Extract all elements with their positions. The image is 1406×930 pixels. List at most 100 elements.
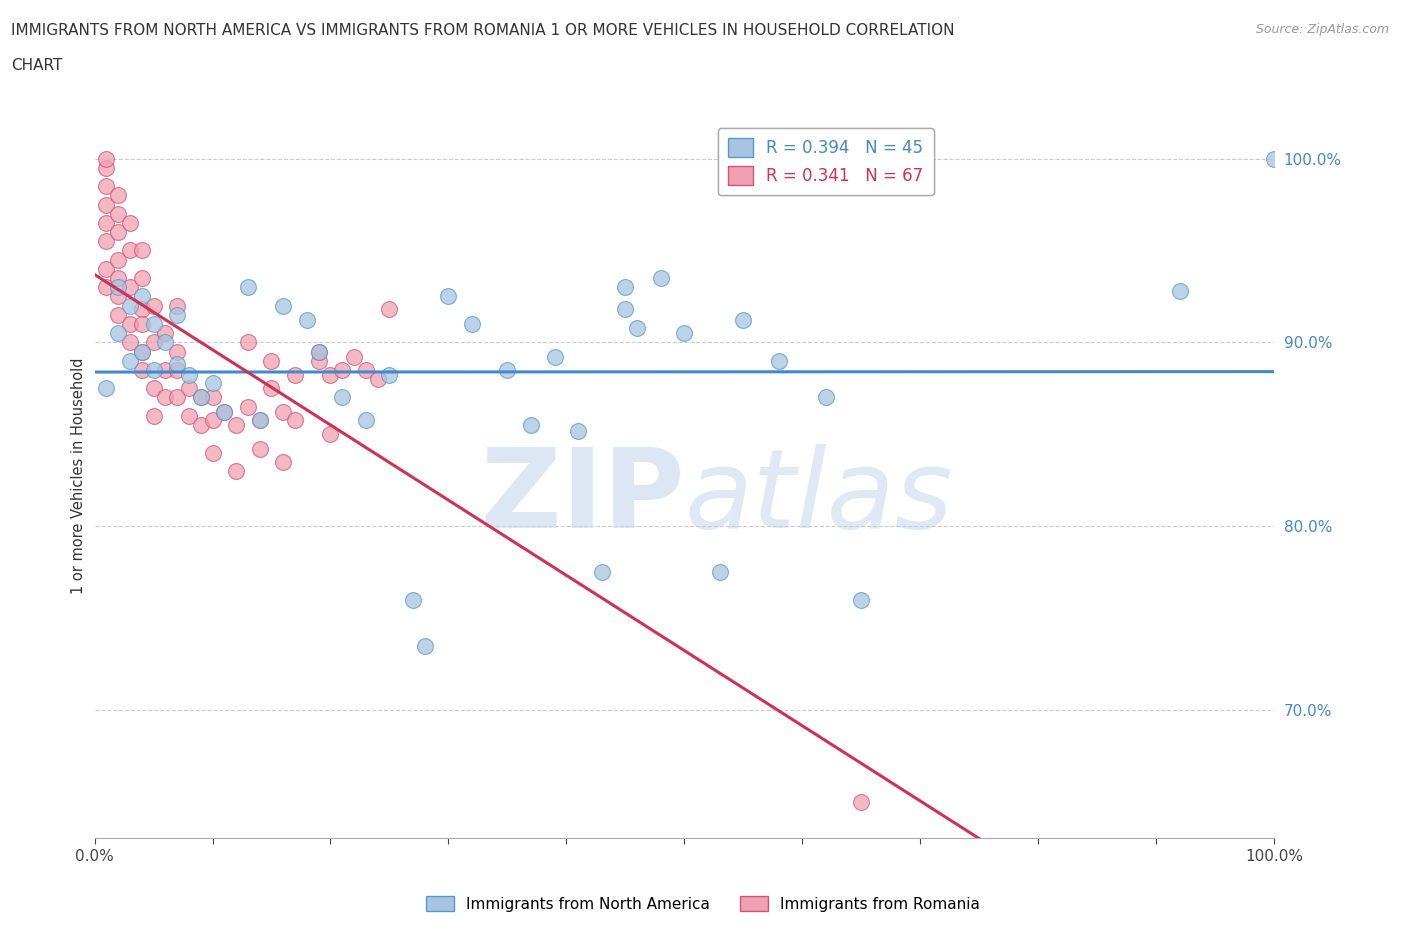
Point [96, 280, 118, 295]
Point [201, 445, 224, 460]
Point [96, 380, 118, 395]
Point [96, 160, 118, 175]
Point [330, 390, 353, 405]
Point [543, 350, 565, 365]
Point [236, 280, 259, 295]
Text: IMMIGRANTS FROM NORTH AMERICA VS IMMIGRANTS FROM ROMANIA 1 OR MORE VEHICLES IN H: IMMIGRANTS FROM NORTH AMERICA VS IMMIGRA… [11, 23, 955, 38]
Point [1168, 284, 1191, 299]
Point [96, 197, 118, 212]
Point [851, 794, 873, 809]
Point [166, 344, 188, 359]
Point [520, 418, 543, 432]
Point [131, 316, 153, 331]
Point [437, 289, 460, 304]
Point [118, 299, 141, 313]
Point [131, 302, 153, 317]
Point [214, 405, 236, 419]
Point [214, 405, 236, 419]
Point [461, 316, 484, 331]
Point [118, 280, 141, 295]
Point [131, 344, 153, 359]
Point [201, 390, 224, 405]
Point [107, 271, 129, 286]
Point [284, 368, 307, 383]
Point [1263, 152, 1285, 166]
Point [142, 408, 165, 423]
Point [142, 380, 165, 395]
Point [378, 368, 401, 383]
Point [308, 344, 330, 359]
Point [155, 335, 177, 350]
Point [271, 405, 294, 419]
Point [107, 252, 129, 267]
Point [166, 390, 188, 405]
Point [155, 363, 177, 378]
Point [96, 261, 118, 276]
Point [673, 326, 696, 340]
Point [107, 280, 129, 295]
Text: Source: ZipAtlas.com: Source: ZipAtlas.com [1256, 23, 1389, 36]
Point [851, 592, 873, 607]
Point [626, 320, 648, 335]
Point [107, 289, 129, 304]
Point [107, 307, 129, 322]
Point [107, 206, 129, 221]
Point [107, 225, 129, 240]
Point [330, 363, 353, 378]
Point [225, 463, 247, 478]
Point [271, 455, 294, 470]
Point [131, 289, 153, 304]
Point [308, 353, 330, 368]
Point [236, 335, 259, 350]
Point [118, 335, 141, 350]
Point [354, 363, 377, 378]
Point [650, 271, 672, 286]
Point [284, 412, 307, 427]
Point [814, 390, 837, 405]
Point [131, 243, 153, 258]
Point [118, 353, 141, 368]
Point [166, 307, 188, 322]
Point [131, 363, 153, 378]
Point [96, 152, 118, 166]
Point [142, 335, 165, 350]
Point [271, 299, 294, 313]
Legend: R = 0.394   N = 45, R = 0.341   N = 67: R = 0.394 N = 45, R = 0.341 N = 67 [718, 128, 934, 195]
Point [142, 316, 165, 331]
Legend: Immigrants from North America, Immigrants from Romania: Immigrants from North America, Immigrant… [420, 889, 986, 918]
Point [177, 408, 200, 423]
Point [131, 344, 153, 359]
Point [319, 368, 342, 383]
Text: CHART: CHART [11, 58, 63, 73]
Point [308, 344, 330, 359]
Point [166, 357, 188, 372]
Point [709, 565, 731, 579]
Text: atlas: atlas [685, 444, 953, 551]
Point [249, 412, 271, 427]
Point [96, 233, 118, 248]
Point [155, 390, 177, 405]
Point [190, 390, 212, 405]
Text: ZIP: ZIP [481, 444, 685, 551]
Point [591, 565, 613, 579]
Point [402, 592, 425, 607]
Point [118, 216, 141, 231]
Point [249, 442, 271, 457]
Point [166, 363, 188, 378]
Point [236, 399, 259, 414]
Point [155, 326, 177, 340]
Point [733, 312, 755, 327]
Point [118, 316, 141, 331]
Point [319, 427, 342, 442]
Point [190, 418, 212, 432]
Point [96, 216, 118, 231]
Point [225, 418, 247, 432]
Point [142, 363, 165, 378]
Point [166, 299, 188, 313]
Point [295, 312, 318, 327]
Point [260, 380, 283, 395]
Point [201, 376, 224, 391]
Y-axis label: 1 or more Vehicles in Household: 1 or more Vehicles in Household [72, 357, 86, 593]
Point [107, 188, 129, 203]
Point [354, 412, 377, 427]
